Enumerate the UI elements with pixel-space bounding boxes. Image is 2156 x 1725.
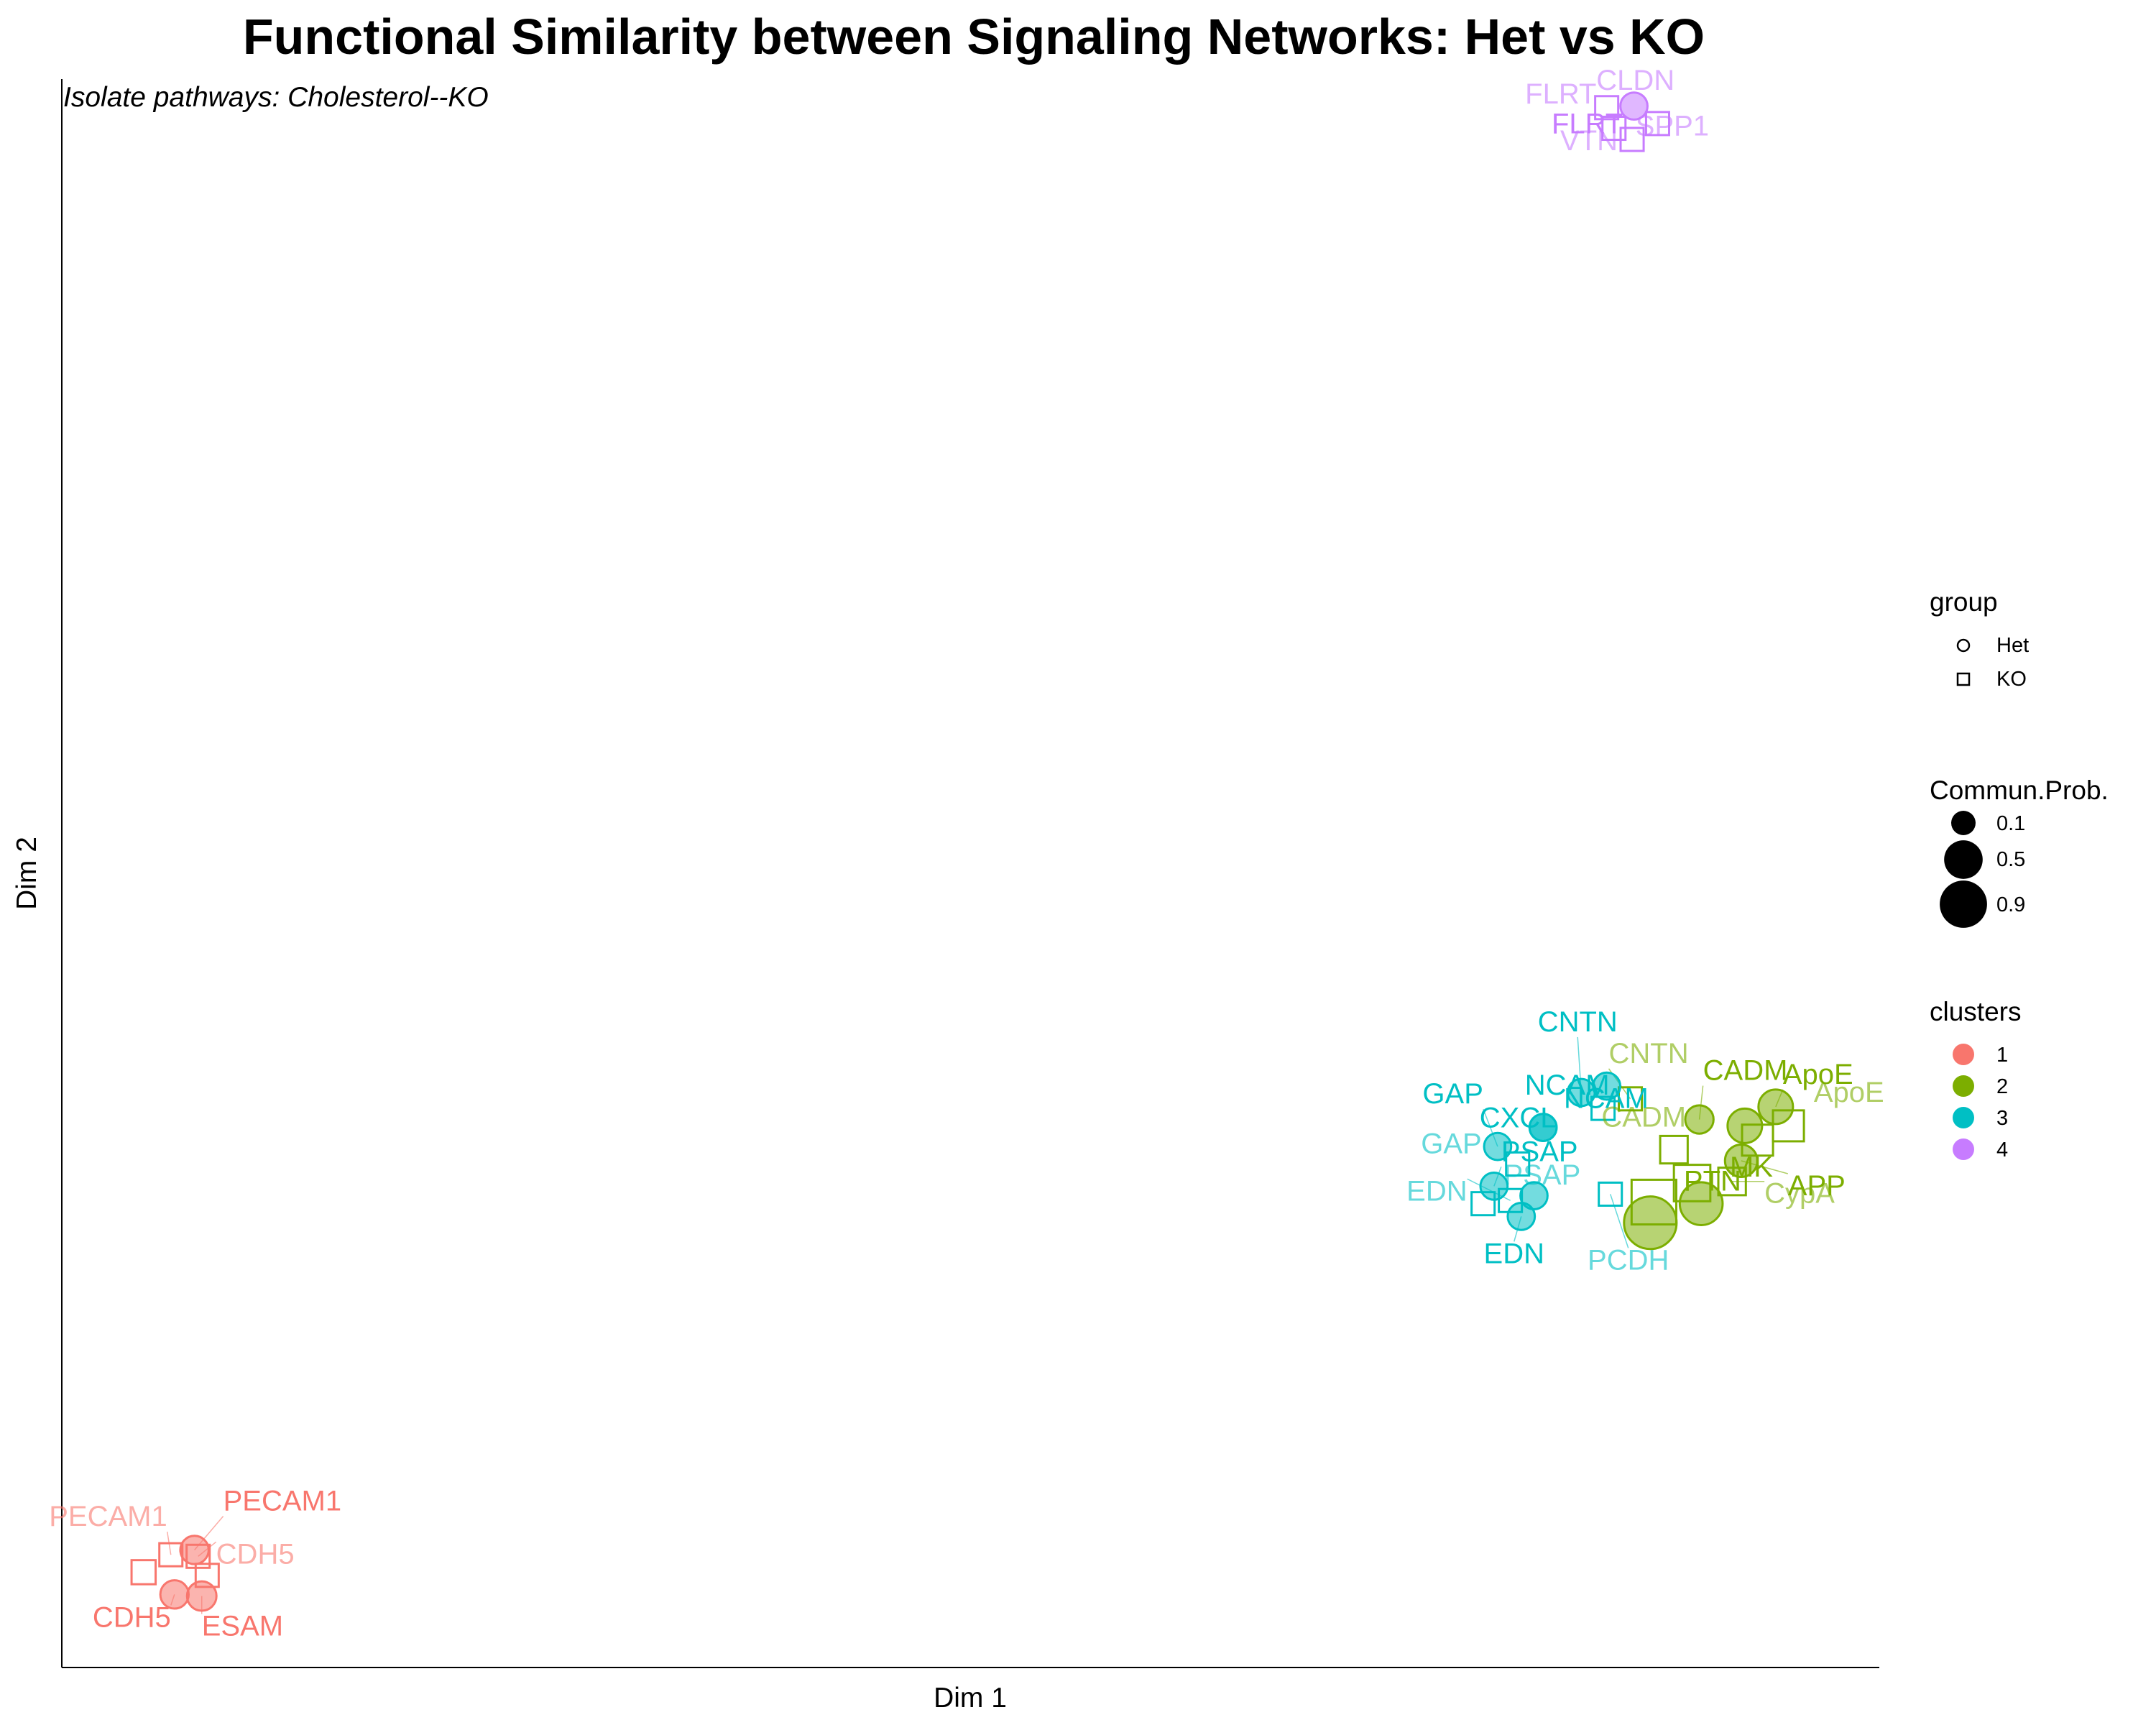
point-label-apoe-het: ApoE — [1783, 1059, 1853, 1090]
legend-size-symbol-1 — [1951, 811, 1976, 835]
scatter-point-vtn-ko — [1619, 126, 1645, 152]
point-label-cdh5-het: CDH5 — [93, 1601, 171, 1633]
axes: Dim 1 Dim 2 — [11, 79, 1879, 1714]
data-marks — [130, 91, 1805, 1612]
scatter-point-pecam1-het — [179, 1535, 210, 1565]
legend-group-ko-label: KO — [1996, 668, 2027, 691]
point-label-cypa-ko: CypA — [1764, 1178, 1835, 1210]
scatter-point-flrt-ko — [1644, 111, 1670, 137]
point-label-app-het: APP — [1788, 1170, 1846, 1202]
scatter-point-cldn-ko — [1594, 95, 1620, 121]
scatter-point-esam-het — [185, 1580, 218, 1612]
legend-clusters-title: clusters — [1930, 997, 2021, 1026]
legend-size-symbol-3 — [1940, 880, 1987, 928]
legend-het-symbol — [1956, 638, 1971, 653]
scatter-point-pcdh-ko — [1598, 1181, 1623, 1207]
point-label-cxcl-het: CXCL — [1480, 1103, 1557, 1134]
legend-group-het-label: Het — [1996, 634, 2029, 657]
legend-size-label-2: 0.5 — [1996, 848, 2025, 871]
scatter-point-unlabeled-ko — [194, 1563, 220, 1588]
point-label-pecam1-ko: PECAM1 — [49, 1501, 167, 1532]
point-label-psap-ko: PSAP — [1504, 1159, 1581, 1191]
y-axis-label: Dim 2 — [11, 837, 42, 910]
scatter-point-gap-ko — [1505, 1151, 1531, 1177]
legend-group-title: group — [1930, 587, 1998, 617]
scatter-point-unlabeled-ko — [1590, 1095, 1616, 1121]
scatter-point-psap-ko — [1470, 1191, 1496, 1217]
scatter-point-flrt-het — [1619, 91, 1649, 121]
point-label-mk-het: MK — [1730, 1151, 1773, 1183]
legend-size-symbol-2 — [1944, 840, 1983, 879]
point-label-flrt-het: FLRT — [1552, 109, 1623, 140]
scatter-point-edn-het — [1506, 1202, 1537, 1231]
chart-subtitle: Isolate pathways: Cholesterol--KO — [63, 82, 489, 113]
scatter-point-mk-het — [1678, 1181, 1724, 1226]
scatter-point-unlabeled-ko — [1672, 1164, 1712, 1202]
scatter-point-cntn-het — [1566, 1077, 1596, 1108]
x-axis-label: Dim 1 — [934, 1683, 1007, 1714]
legend-cluster-label-2: 2 — [1996, 1075, 2008, 1098]
point-label-gap-het: GAP — [1422, 1078, 1483, 1110]
point-label-cdh5-ko: CDH5 — [216, 1538, 295, 1570]
point-label-edn-ko: EDN — [1406, 1175, 1467, 1207]
legend-cluster-label-3: 3 — [1996, 1107, 2008, 1130]
scatter-point-unlabeled-ko — [130, 1559, 157, 1586]
scatter-point-cadm-het — [1684, 1104, 1715, 1135]
legend-size-label-1: 0.1 — [1996, 812, 2025, 835]
point-label-flrt-ko: FLRT — [1525, 78, 1596, 110]
point-label-cntn-het: CNTN — [1538, 1006, 1618, 1038]
point-label-pcdh-ko: PCDH — [1588, 1244, 1669, 1276]
point-label-pecam1-het: PECAM1 — [224, 1485, 342, 1517]
legend-ko-symbol — [1956, 672, 1971, 686]
point-label-edn-het: EDN — [1484, 1238, 1544, 1269]
scatter-point-gap-het — [1483, 1131, 1513, 1162]
point-label-spp1-ko: SPP1 — [1636, 111, 1709, 142]
leader-line-pcdh — [1609, 1194, 1629, 1248]
legend-size-label-3: 0.9 — [1996, 893, 2025, 916]
point-label-psap-het: PSAP — [1501, 1136, 1578, 1167]
point-label-ncam-het: NCAM — [1525, 1070, 1610, 1101]
point-label-cadm-ko: CADM — [1601, 1102, 1686, 1133]
point-label-apoe-ko: ApoE — [1814, 1077, 1884, 1108]
legend-cluster-label-1: 1 — [1996, 1044, 2008, 1067]
chart-title: Functional Similarity between Signaling … — [243, 9, 1705, 65]
point-label-esam-het: ESAM — [202, 1611, 283, 1642]
scatter-point-cadm-ko — [1659, 1134, 1689, 1165]
scatter-point-cdh5-ko — [185, 1543, 211, 1569]
legend: group Het KO Commun.Prob. 0.1 0.5 0.9 cl… — [1930, 587, 2109, 1162]
point-label-vtn-ko: VTN — [1560, 125, 1618, 157]
point-label-cntn-ko: CNTN — [1609, 1038, 1689, 1070]
scatter-point-apoe-het — [1757, 1088, 1795, 1126]
point-label-cadm-het: CADM — [1703, 1055, 1788, 1087]
point-label-gap-ko: GAP — [1421, 1128, 1481, 1159]
scatter-point-cntn-ko — [1618, 1086, 1644, 1112]
legend-cluster-symbol-2 — [1953, 1075, 1974, 1097]
scatter-point-unlabeled-het — [1726, 1107, 1764, 1144]
legend-size-title: Commun.Prob. — [1930, 776, 2109, 805]
point-label-ncam-het: NCAM — [1564, 1083, 1649, 1115]
legend-cluster-symbol-4 — [1953, 1138, 1974, 1160]
scatter-point-cxcl-het — [1528, 1113, 1558, 1142]
scatter-point-pecam1-ko — [158, 1542, 184, 1568]
legend-cluster-symbol-3 — [1953, 1107, 1974, 1128]
legend-cluster-label-4: 4 — [1996, 1138, 2008, 1162]
point-label-cldn-ko: CLDN — [1596, 65, 1674, 96]
point-label-ptn-het: PTN — [1684, 1166, 1741, 1197]
legend-cluster-symbol-1 — [1953, 1044, 1974, 1065]
